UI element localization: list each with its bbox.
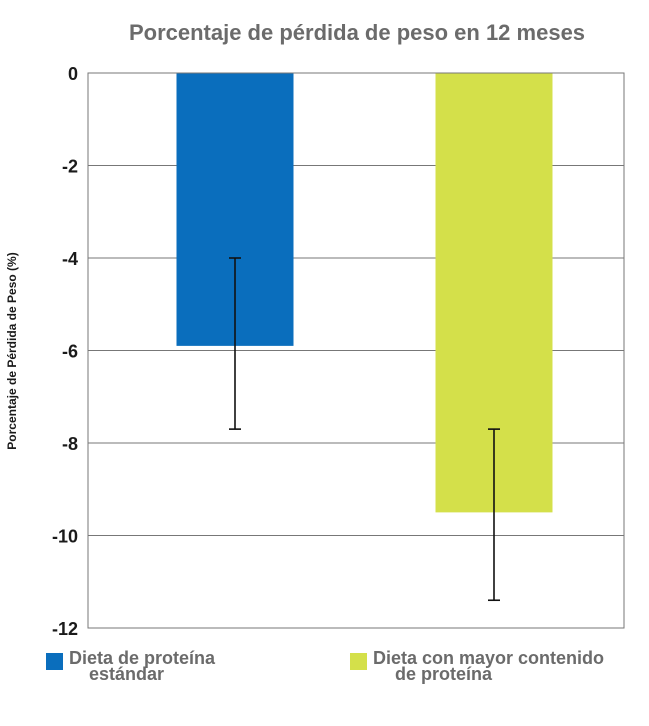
y-tick-label: -4 [62,249,78,269]
y-tick-label: -12 [52,619,78,639]
legend-swatch-higher-protein [350,653,367,670]
legend-label-line: Dieta de proteína [69,648,216,668]
error-bars [229,257,500,602]
legend-label-line: Dieta con mayor contenido [373,648,605,668]
bars [176,73,553,513]
y-tick-label: -2 [62,157,78,177]
plot-area-frame [87,72,625,629]
chart-title: Porcentaje de pérdida de peso en 12 mese… [129,20,585,45]
legend-swatch-standard-protein [46,653,63,670]
legend-label-line: estándar [89,664,165,684]
y-tick-labels: 0 -2 -4 -6 -8 -10 -12 [52,64,78,639]
legend-label-standard-protein: Dieta de proteína estándar [69,648,216,684]
legend-item-standard-protein: Dieta de proteína estándar [46,648,216,684]
legend-label-higher-protein: Dieta con mayor contenido de proteína [373,648,605,684]
legend-label-line: de proteína [395,664,493,684]
y-tick-label: 0 [68,64,78,84]
y-tick-label: -6 [62,342,78,362]
y-tick-label: -8 [62,434,78,454]
legend-item-higher-protein: Dieta con mayor contenido de proteína [350,648,605,684]
y-axis-label: Porcentaje de Pérdida de Peso (%) [5,252,19,449]
y-tick-label: -10 [52,527,78,547]
